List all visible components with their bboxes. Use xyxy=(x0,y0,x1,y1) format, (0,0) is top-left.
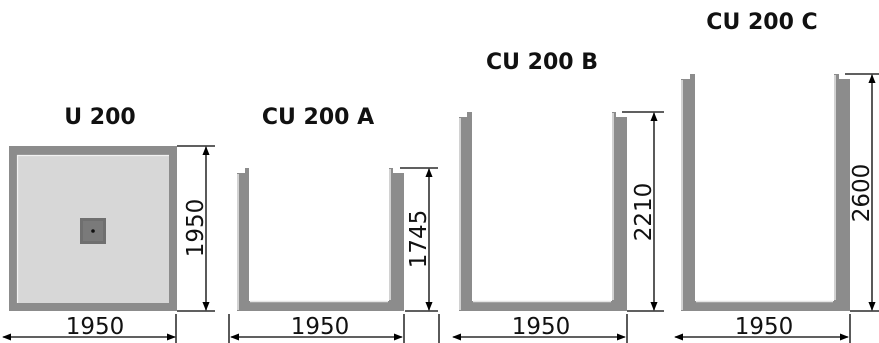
cu200b-u-section xyxy=(459,112,627,311)
unit-title-cu200b: CU 200 B xyxy=(486,50,598,75)
cu200a-u-section xyxy=(237,168,404,311)
unit-title-cu200a: CU 200 A xyxy=(262,105,374,130)
unit-title-u200: U 200 xyxy=(64,105,135,130)
unit-u200: U 200 1950 1950 xyxy=(2,105,215,343)
cu200c-height-label: 2600 xyxy=(849,164,875,223)
unit-cu200c: CU 200 C 2600 1950 xyxy=(674,10,879,343)
unit-title-cu200c: CU 200 C xyxy=(706,10,817,35)
u200-height-label: 1950 xyxy=(183,199,209,258)
cu200a-height-label: 1745 xyxy=(406,210,432,269)
unit-cu200b: CU 200 B 2210 1950 xyxy=(438,50,664,343)
unit-cu200a: CU 200 A 1745 1950 xyxy=(228,105,438,343)
cu200b-height-label: 2210 xyxy=(631,183,657,242)
cu200a-width-label: 1950 xyxy=(291,314,350,340)
u200-width-label: 1950 xyxy=(66,314,125,340)
cu200b-width-label: 1950 xyxy=(512,314,571,340)
cu200c-u-section xyxy=(681,74,850,311)
cu200c-width-label: 1950 xyxy=(735,314,794,340)
u200-center-dot xyxy=(91,229,95,233)
